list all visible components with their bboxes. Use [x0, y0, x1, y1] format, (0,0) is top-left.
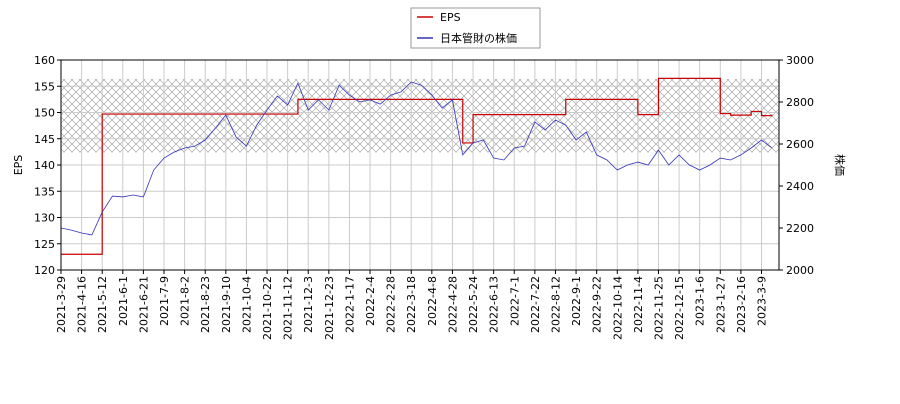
- x-tick-label: 2022-4-8: [426, 276, 439, 326]
- x-tick-label: 2021-6-21: [137, 276, 150, 333]
- x-tick-label: 2021-4-16: [76, 276, 89, 333]
- x-tick-label: 2022-10-14: [611, 276, 624, 340]
- y2-tick-label: 3000: [786, 54, 814, 67]
- x-tick-label: 2023-2-16: [735, 276, 748, 333]
- x-tick-label: 2022-9-1: [570, 276, 583, 326]
- y2-tick-label: 2000: [786, 264, 814, 277]
- y2-axis-label: 株価: [833, 154, 847, 176]
- x-tick-label: 2022-2-4: [364, 276, 377, 326]
- x-tick-label: 2022-6-13: [488, 276, 501, 333]
- x-tick-label: 2022-7-1: [508, 276, 521, 326]
- y-tick-label: 135: [34, 185, 55, 198]
- legend-label: EPS: [440, 11, 461, 24]
- x-tick-label: 2022-1-17: [343, 276, 356, 333]
- x-tick-label: 2022-4-28: [446, 276, 459, 333]
- x-tick-label: 2022-12-15: [673, 276, 686, 340]
- y-tick-label: 145: [34, 133, 55, 146]
- x-tick-label: 2022-11-4: [632, 276, 645, 333]
- y-tick-label: 160: [34, 54, 55, 67]
- x-tick-label: 2022-5-24: [467, 276, 480, 333]
- x-tick-label: 2023-1-27: [714, 276, 727, 333]
- x-tick-label: 2021-11-12: [282, 276, 295, 340]
- x-tick-label: 2022-2-28: [385, 276, 398, 333]
- plot-frame: [60, 59, 780, 271]
- x-tick-label: 2021-10-4: [240, 276, 253, 333]
- y-axis-label: EPS: [12, 155, 25, 176]
- x-tick-label: 2022-11-25: [652, 276, 665, 340]
- x-tick-label: 2021-12-3: [302, 276, 315, 333]
- y2-tick-label: 2600: [786, 138, 814, 151]
- y-tick-label: 120: [34, 264, 55, 277]
- x-tick-label: 2021-6-1: [117, 276, 130, 326]
- x-tick-label: 2021-3-29: [55, 276, 68, 333]
- legend-label: 日本管財の株価: [440, 31, 517, 45]
- y2-tick-label: 2800: [786, 96, 814, 109]
- x-tick-label: 2022-3-18: [405, 276, 418, 333]
- plot: 120 125 130 135 140 145 150 155 160 2000 2200 2400 2…: [34, 54, 814, 340]
- series-line: [61, 77, 773, 255]
- x-tick-label: 2022-7-22: [529, 276, 542, 333]
- x-tick-label: 2022-9-22: [591, 276, 604, 333]
- x-tick-label: 2021-9-10: [220, 276, 233, 333]
- y2-tick-label: 2400: [786, 180, 814, 193]
- y-tick-label: 155: [34, 80, 55, 93]
- y-tick-label: 125: [34, 238, 55, 251]
- range-band: [61, 78, 779, 153]
- x-tick-label: 2021-8-2: [179, 276, 192, 326]
- legend: EPS 日本管財の株価: [410, 7, 541, 49]
- y-tick-label: 140: [34, 159, 55, 172]
- legend-box: [410, 7, 541, 49]
- y-tick-label: 150: [34, 107, 55, 120]
- x-tick-label: 2021-5-12: [96, 276, 109, 333]
- x-tick-label: 2021-12-23: [323, 276, 336, 340]
- x-tick-label: 2021-8-23: [199, 276, 212, 333]
- x-tick-label: 2023-3-9: [755, 276, 768, 326]
- x-tick-label: 2021-7-9: [158, 276, 171, 326]
- x-tick-label: 2022-8-12: [549, 276, 562, 333]
- y2-tick-label: 2200: [786, 222, 814, 235]
- x-tick-label: 2021-10-22: [261, 276, 274, 340]
- series-line: [60, 81, 773, 236]
- y-tick-label: 130: [34, 212, 55, 225]
- x-tick-label: 2023-1-6: [694, 276, 707, 326]
